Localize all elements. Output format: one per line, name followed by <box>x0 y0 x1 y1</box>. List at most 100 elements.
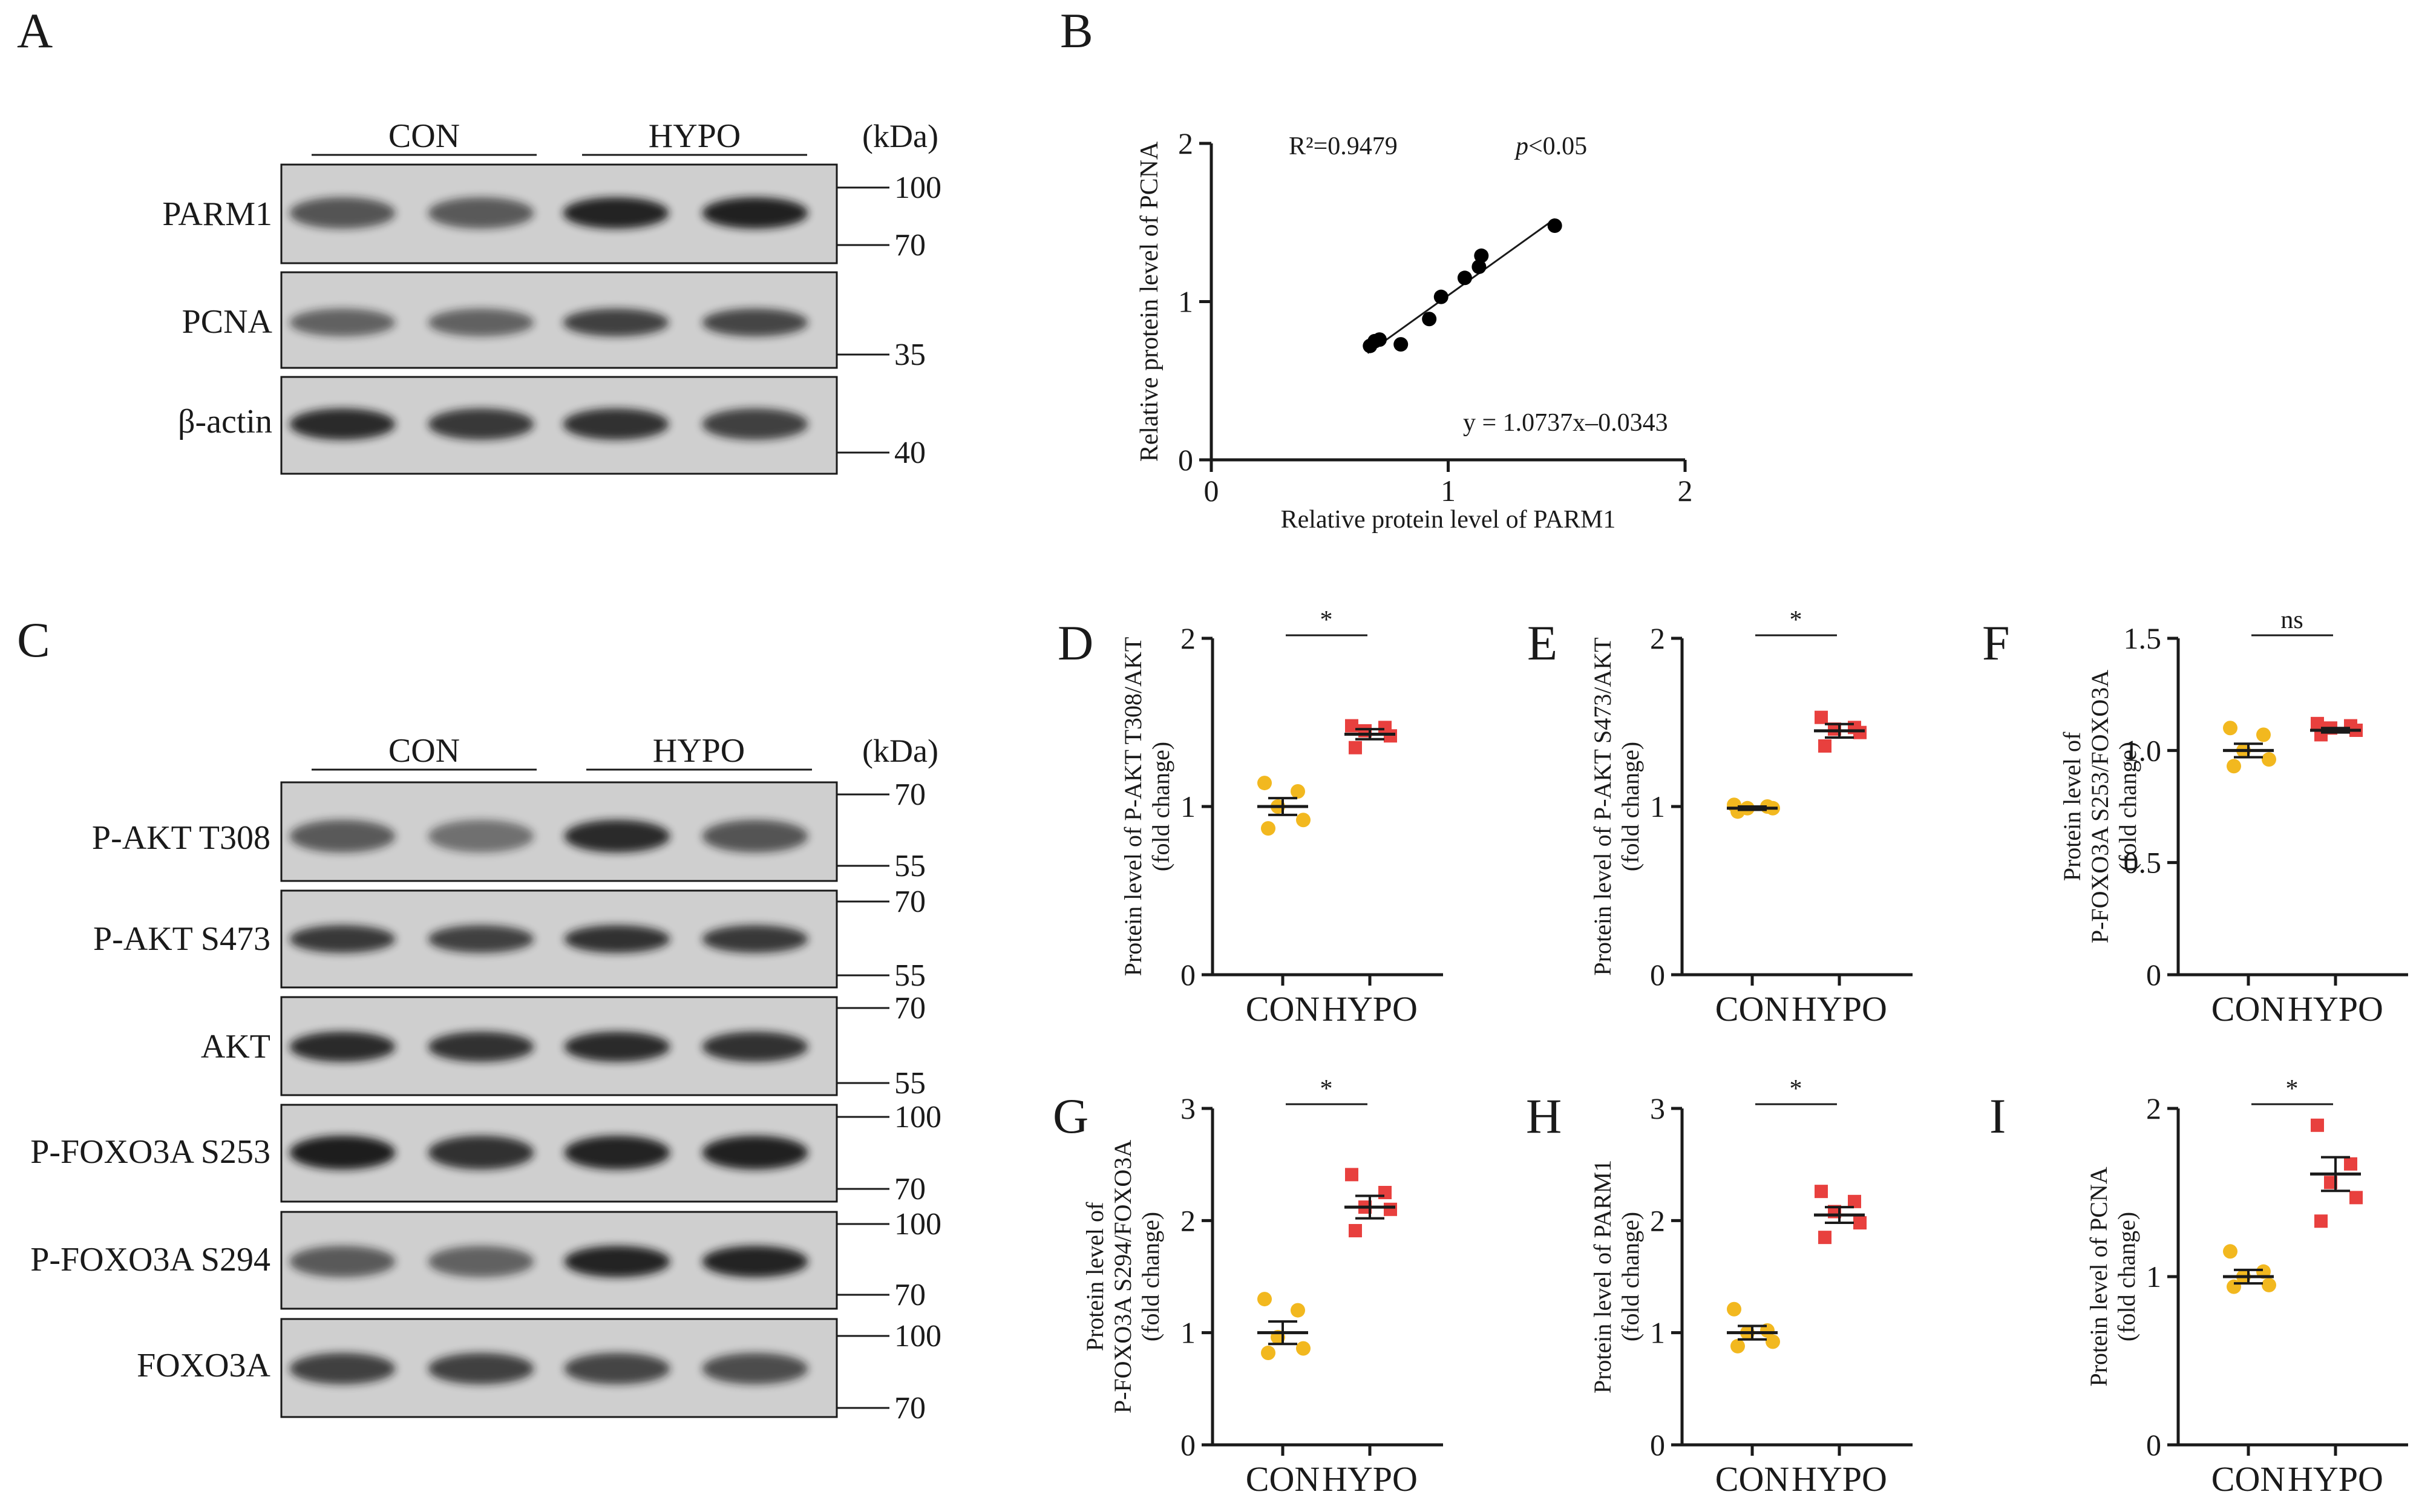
y-tick-label: 1.0 <box>2124 733 2162 767</box>
blot-row: PARM1 100 70 <box>162 163 941 264</box>
data-point-con <box>1257 1292 1272 1307</box>
blot-row: AKT 70 55 <box>201 991 926 1101</box>
mw-marker: 100 <box>894 171 941 205</box>
y-tick-label: 2 <box>1178 126 1193 160</box>
group-label-con: CON <box>388 732 460 770</box>
y-axis-title-line: (fold change) <box>1137 1212 1164 1341</box>
data-point <box>1547 218 1562 233</box>
y-tick-label: 1 <box>1178 285 1193 319</box>
panel-letter-b: B <box>1060 3 1093 58</box>
band-lane-group <box>289 1136 808 1170</box>
y-tick-label: 2 <box>1180 621 1196 655</box>
y-axis-title-line: (fold change) <box>2114 742 2141 871</box>
y-tick-label: 2 <box>1180 1203 1196 1237</box>
mw-marker: 100 <box>894 1319 941 1353</box>
y-axis-title: Protein level of P-AKT T308/AKT(fold cha… <box>1119 637 1174 977</box>
mw-marker: 70 <box>894 885 926 919</box>
blot-row: P-FOXO3A S253 100 70 <box>30 1100 941 1206</box>
band-lane-group <box>289 820 808 853</box>
p-symbol: p <box>1514 133 1528 160</box>
blot-band <box>702 197 808 229</box>
y-tick-label: 2 <box>2146 1091 2161 1125</box>
data-point-con <box>1261 1346 1275 1361</box>
y-axis-title-line: Protein level of PCNA <box>2085 1167 2112 1386</box>
dot-plot-h: 0 1 2 3 CON HYPO Protein level of PARM1(fold c… <box>1589 1075 1913 1499</box>
blot-band <box>289 1353 396 1384</box>
dot-plot-f: 0 0.5 1.0 1.5 CON HYPO Protein level ofP-FOXO3… <box>2058 606 2408 1029</box>
x-category-label: CON <box>1715 1459 1789 1499</box>
blot-band <box>428 197 534 229</box>
blot-band <box>428 1136 534 1170</box>
blot-band <box>702 820 808 853</box>
x-tick-label: 2 <box>1678 474 1693 508</box>
y-tick-label: 0 <box>1650 1428 1665 1462</box>
western-blot-c: CON HYPO (kDa) P-AKT T308 70 55 P-AKT S4… <box>30 732 941 1425</box>
blot-band <box>564 1136 670 1170</box>
blot-band <box>564 1246 670 1277</box>
blot-band <box>428 820 534 853</box>
y-tick-label: 1 <box>1180 1316 1196 1350</box>
x-category-label: CON <box>1246 1459 1320 1499</box>
blot-band <box>289 1032 396 1062</box>
row-label: PARM1 <box>162 195 272 233</box>
blot-band <box>564 820 670 853</box>
panel-letter-i: I <box>1989 1088 2006 1144</box>
mw-marker: 100 <box>894 1100 941 1134</box>
data-point-hypo <box>2344 1157 2357 1171</box>
blot-row: β-actin 40 <box>178 376 926 475</box>
mw-marker: 70 <box>894 1172 926 1206</box>
row-label: FOXO3A <box>137 1347 270 1384</box>
y-axis-title: Relative protein level of PCNA <box>1136 141 1164 462</box>
data-point-con <box>2262 1277 2276 1292</box>
data-point-con <box>1730 1338 1745 1353</box>
significance-label: * <box>1790 606 1802 634</box>
blot-band <box>428 925 534 953</box>
data-point <box>1433 289 1448 304</box>
data-point-hypo <box>1349 741 1362 754</box>
data-point-hypo <box>1815 1185 1828 1199</box>
band-lane-group <box>289 197 808 229</box>
panel-letter-h: H <box>1526 1088 1562 1144</box>
x-category-label: HYPO <box>1322 1459 1418 1499</box>
significance-label: ns <box>2280 606 2303 634</box>
y-tick-label: 2 <box>1650 621 1665 655</box>
blot-band <box>289 925 396 953</box>
blot-band <box>702 1136 808 1170</box>
x-category-label: CON <box>2211 1459 2285 1499</box>
x-category-label: CON <box>1715 989 1789 1029</box>
mw-marker: 55 <box>894 849 926 883</box>
data-point-con <box>1291 1303 1305 1318</box>
blot-band <box>564 925 670 953</box>
blot-band <box>702 1353 808 1384</box>
group-label-hypo: HYPO <box>653 732 745 770</box>
significance-label: * <box>1320 1075 1333 1103</box>
mw-marker: 70 <box>894 1391 926 1425</box>
mw-marker: 55 <box>894 1066 926 1101</box>
blot-band <box>289 1136 396 1170</box>
significance-label: * <box>1790 1075 1802 1103</box>
data-point <box>1457 270 1472 286</box>
data-point-con <box>1261 821 1275 836</box>
row-label: P-FOXO3A S294 <box>30 1241 270 1278</box>
mw-marker: 70 <box>894 1278 926 1312</box>
data-point-hypo <box>1378 1186 1392 1199</box>
row-label: β-actin <box>178 403 272 440</box>
data-point-hypo <box>2314 1214 2328 1228</box>
data-point-hypo <box>1818 1231 1831 1245</box>
blot-band <box>563 197 669 229</box>
data-point-con <box>1296 1341 1311 1356</box>
blot-band <box>702 1246 808 1277</box>
blot-band <box>702 309 808 336</box>
y-tick-label: 1 <box>1650 790 1665 823</box>
p-threshold: <0.05 <box>1528 133 1587 160</box>
y-axis-title: Protein level ofP-FOXO3A S253/FOXO3A(fol… <box>2058 670 2141 943</box>
x-axis-title: Relative protein level of PARM1 <box>1281 506 1616 534</box>
y-axis-title-line: P-FOXO3A S294/FOXO3A <box>1109 1140 1136 1413</box>
blot-band <box>428 309 534 336</box>
significance-label: * <box>2286 1075 2299 1103</box>
y-axis-title-line: Protein level of P-AKT S473/AKT <box>1589 637 1616 975</box>
data-point <box>1372 332 1387 347</box>
data-point-con <box>2223 721 2237 736</box>
data-point-hypo <box>1345 1168 1358 1182</box>
panel-letter-d: D <box>1058 615 1093 670</box>
